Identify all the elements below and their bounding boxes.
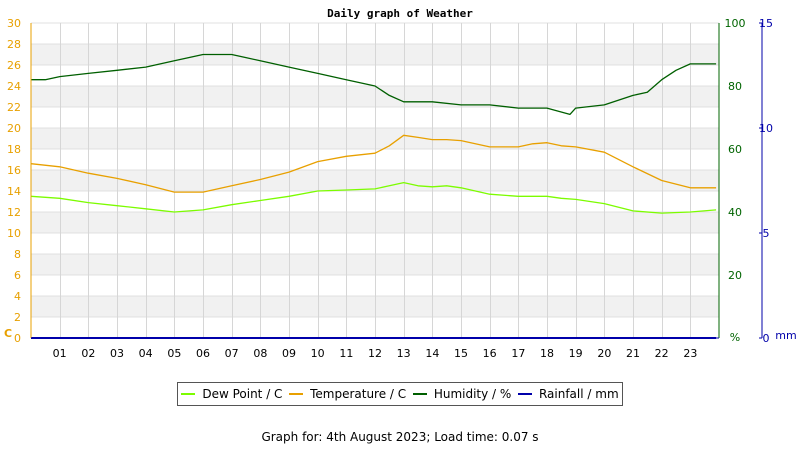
x-tick-label: 21 xyxy=(626,347,640,360)
vertical-grid xyxy=(60,23,691,338)
x-tick-label: 05 xyxy=(167,347,181,360)
series-temperature-line xyxy=(30,134,717,193)
x-tick-label: 06 xyxy=(196,347,210,360)
left-tick-label: 24 xyxy=(7,80,21,93)
x-tick-label: 11 xyxy=(339,347,353,360)
series-dew-point-line xyxy=(30,181,717,214)
x-tick-label: 23 xyxy=(683,347,697,360)
legend-swatch xyxy=(181,393,196,395)
left-tick-label: 14 xyxy=(7,185,21,198)
left-tick-label: 4 xyxy=(14,290,21,303)
legend-label: Humidity / % xyxy=(433,387,512,401)
humidity-tick-label: 100 xyxy=(725,17,746,30)
legend-label: Rainfall / mm xyxy=(538,387,619,401)
humidity-tick-label: 40 xyxy=(728,206,742,219)
rainfall-tick-label: 0 xyxy=(763,332,770,345)
x-tick-label: 18 xyxy=(540,347,554,360)
x-tick-label: 17 xyxy=(511,347,525,360)
left-tick-label: 22 xyxy=(7,101,21,114)
humidity-unit-label: % xyxy=(730,331,740,344)
legend-item-temperature: Temperature / C xyxy=(289,387,406,401)
x-tick-label: 08 xyxy=(253,347,267,360)
left-tick-label: 18 xyxy=(7,143,21,156)
legend: Dew Point / C Temperature / C Humidity / %… xyxy=(177,382,623,406)
rainfall-tick-label: 15 xyxy=(759,17,773,30)
legend-label: Dew Point / C xyxy=(202,387,283,401)
x-tick-label: 10 xyxy=(311,347,325,360)
left-tick-label: 6 xyxy=(14,269,21,282)
left-tick-label: 30 xyxy=(7,17,21,30)
x-tick-label: 07 xyxy=(225,347,239,360)
left-tick-label: 0 xyxy=(14,332,21,345)
x-tick-label: 22 xyxy=(655,347,669,360)
rainfall-tick-label: 10 xyxy=(759,122,773,135)
x-tick-label: 19 xyxy=(569,347,583,360)
x-tick-label: 12 xyxy=(368,347,382,360)
humidity-tick-label: 80 xyxy=(728,80,742,93)
footer-text: Graph for: 4th August 2023; Load time: 0… xyxy=(261,430,539,444)
rainfall-tick-label: 5 xyxy=(763,227,770,240)
legend-swatch xyxy=(412,393,427,395)
legend-item-humidity: Humidity / % xyxy=(412,387,512,401)
x-tick-label: 03 xyxy=(110,347,124,360)
x-tick-label: 01 xyxy=(53,347,67,360)
left-tick-label: 10 xyxy=(7,227,21,240)
left-unit-label: C xyxy=(4,327,12,340)
x-tick-label: 02 xyxy=(81,347,95,360)
left-tick-label: 20 xyxy=(7,122,21,135)
legend-item-rainfall: Rainfall / mm xyxy=(517,387,619,401)
legend-swatch xyxy=(289,393,304,395)
humidity-tick-label: 60 xyxy=(728,143,742,156)
axes xyxy=(30,22,763,339)
left-tick-label: 2 xyxy=(14,311,21,324)
x-tick-label: 16 xyxy=(483,347,497,360)
legend-swatch xyxy=(517,393,532,395)
left-tick-label: 26 xyxy=(7,59,21,72)
left-tick-label: 8 xyxy=(14,248,21,261)
chart-title: Daily graph of Weather xyxy=(327,7,473,20)
x-tick-label: 20 xyxy=(597,347,611,360)
left-tick-label: 28 xyxy=(7,38,21,51)
x-tick-label: 15 xyxy=(454,347,468,360)
legend-label: Temperature / C xyxy=(310,387,407,401)
x-tick-label: 09 xyxy=(282,347,296,360)
x-tick-label: 14 xyxy=(425,347,439,360)
x-tick-label: 04 xyxy=(139,347,153,360)
rainfall-unit-label: mm xyxy=(775,329,796,342)
left-tick-label: 12 xyxy=(7,206,21,219)
x-tick-label: 13 xyxy=(397,347,411,360)
tick-labels: 024681012141618202224262830C20406080100%… xyxy=(4,17,797,360)
series-humidity-line xyxy=(31,53,717,116)
left-tick-label: 16 xyxy=(7,164,21,177)
humidity-tick-label: 20 xyxy=(728,269,742,282)
legend-item-dew-point: Dew Point / C xyxy=(181,387,282,401)
